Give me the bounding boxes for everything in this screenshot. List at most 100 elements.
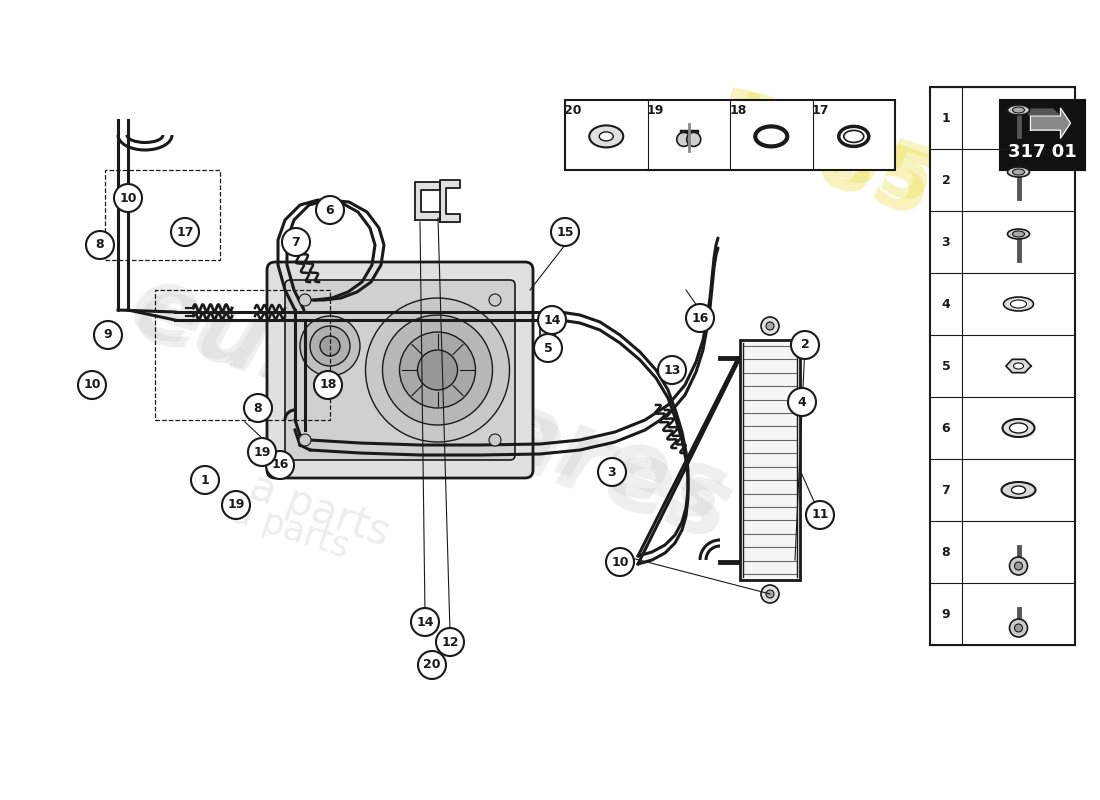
Text: 15: 15 <box>557 226 574 238</box>
Circle shape <box>248 438 276 466</box>
Text: 2: 2 <box>801 338 810 351</box>
Circle shape <box>411 608 439 636</box>
Circle shape <box>222 491 250 519</box>
Text: 5: 5 <box>543 342 552 354</box>
Text: 8: 8 <box>96 238 104 251</box>
Text: 4: 4 <box>942 298 950 310</box>
FancyBboxPatch shape <box>285 280 515 460</box>
Text: 10: 10 <box>612 555 629 569</box>
Text: 18: 18 <box>319 378 337 391</box>
Circle shape <box>551 218 579 246</box>
Circle shape <box>806 501 834 529</box>
Circle shape <box>320 336 340 356</box>
Text: 16: 16 <box>691 311 708 325</box>
Circle shape <box>761 317 779 335</box>
Text: 10: 10 <box>84 378 101 391</box>
Text: 1: 1 <box>200 474 209 486</box>
Bar <box>930 87 1075 645</box>
Ellipse shape <box>1002 419 1034 437</box>
Text: 6: 6 <box>326 203 334 217</box>
Circle shape <box>170 218 199 246</box>
Text: 1985: 1985 <box>697 82 943 238</box>
Circle shape <box>538 306 566 334</box>
Ellipse shape <box>1012 169 1024 175</box>
Text: a parts: a parts <box>227 495 353 565</box>
Circle shape <box>244 394 272 422</box>
Polygon shape <box>1005 359 1031 373</box>
Bar <box>104 170 220 260</box>
Circle shape <box>299 434 311 446</box>
Circle shape <box>1010 619 1027 637</box>
Text: 13: 13 <box>663 363 681 377</box>
Text: 20: 20 <box>564 103 582 117</box>
Circle shape <box>534 334 562 362</box>
Text: 11: 11 <box>812 509 828 522</box>
Ellipse shape <box>1012 486 1025 494</box>
Text: 14: 14 <box>416 615 433 629</box>
Text: 5: 5 <box>942 359 950 373</box>
FancyBboxPatch shape <box>267 262 534 478</box>
Text: 9: 9 <box>942 607 950 621</box>
Text: 8: 8 <box>254 402 262 414</box>
Text: 12: 12 <box>441 635 459 649</box>
Circle shape <box>418 350 458 390</box>
Ellipse shape <box>1008 229 1030 239</box>
Circle shape <box>94 321 122 349</box>
Circle shape <box>791 331 820 359</box>
Circle shape <box>1014 562 1023 570</box>
Text: 16: 16 <box>272 458 288 471</box>
Text: 20: 20 <box>424 658 441 671</box>
Text: 17: 17 <box>812 103 829 117</box>
Ellipse shape <box>1008 167 1030 177</box>
Circle shape <box>383 315 493 425</box>
Text: 4: 4 <box>798 395 806 409</box>
Circle shape <box>1010 557 1027 575</box>
Bar <box>540 312 556 352</box>
Bar <box>155 290 330 420</box>
Circle shape <box>310 326 350 366</box>
Ellipse shape <box>1001 482 1035 498</box>
Circle shape <box>300 316 360 376</box>
Text: 7: 7 <box>942 483 950 497</box>
Ellipse shape <box>1013 363 1023 369</box>
Text: 3: 3 <box>942 235 950 249</box>
Circle shape <box>86 231 114 259</box>
Bar <box>565 100 895 170</box>
Text: 10: 10 <box>119 191 136 205</box>
Text: 18: 18 <box>729 103 747 117</box>
Ellipse shape <box>1003 297 1034 311</box>
Circle shape <box>299 294 311 306</box>
Text: 1985: 1985 <box>717 87 943 223</box>
Ellipse shape <box>1012 231 1024 237</box>
Circle shape <box>365 298 509 442</box>
Text: 17: 17 <box>176 226 194 238</box>
Circle shape <box>676 132 691 146</box>
Text: 19: 19 <box>253 446 271 458</box>
Bar <box>740 340 800 580</box>
Circle shape <box>78 371 106 399</box>
Text: eurospares: eurospares <box>123 266 737 544</box>
Circle shape <box>418 651 446 679</box>
Text: 3: 3 <box>607 466 616 478</box>
Text: 1: 1 <box>942 111 950 125</box>
Text: 317 01: 317 01 <box>1008 143 1077 161</box>
Ellipse shape <box>1012 107 1024 113</box>
Circle shape <box>316 196 344 224</box>
Circle shape <box>606 548 634 576</box>
Bar <box>1000 100 1085 170</box>
Circle shape <box>490 294 500 306</box>
Circle shape <box>598 458 626 486</box>
Text: eurospares: eurospares <box>117 256 744 564</box>
Text: 9: 9 <box>103 329 112 342</box>
Text: 2: 2 <box>942 174 950 186</box>
Circle shape <box>766 322 774 330</box>
Text: 8: 8 <box>942 546 950 558</box>
Circle shape <box>266 451 294 479</box>
Circle shape <box>686 304 714 332</box>
Ellipse shape <box>590 126 624 147</box>
Circle shape <box>436 628 464 656</box>
Circle shape <box>490 434 500 446</box>
Text: 7: 7 <box>292 235 300 249</box>
Text: 6: 6 <box>942 422 950 434</box>
Circle shape <box>788 388 816 416</box>
